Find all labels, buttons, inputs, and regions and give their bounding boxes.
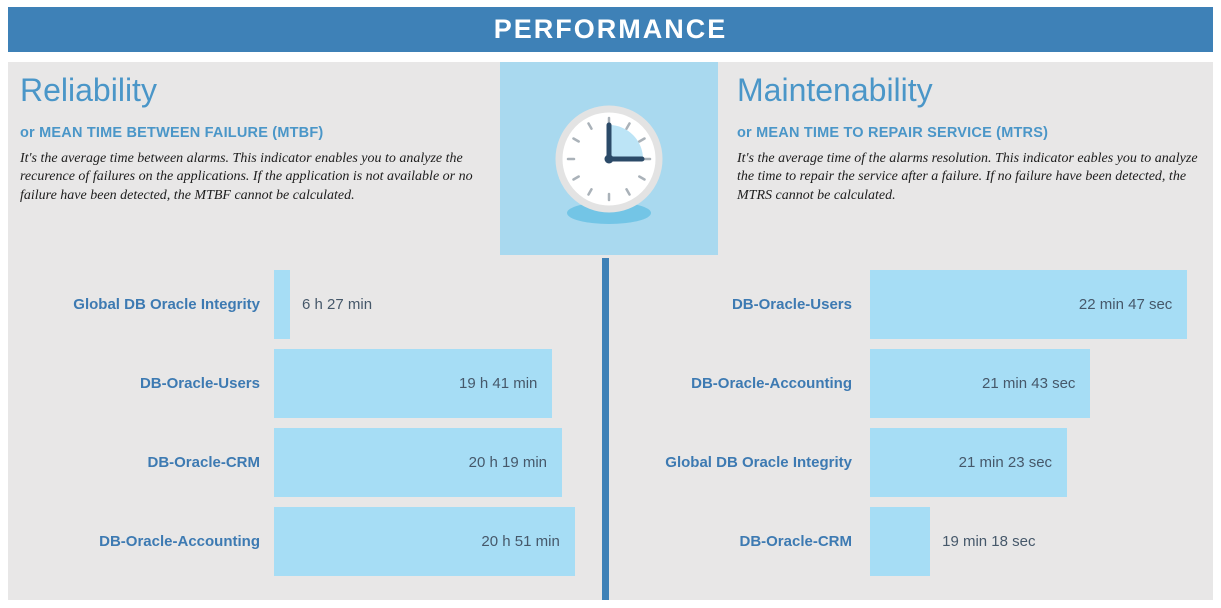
maintenability-section-header: Maintenability or MEAN TIME TO REPAIR SE… <box>737 72 1199 205</box>
banner-title: PERFORMANCE <box>493 14 728 44</box>
value-bar: 19 h 41 min <box>274 349 553 418</box>
bar-value-label: 19 min 18 sec <box>942 533 1036 550</box>
vertical-divider <box>602 258 609 600</box>
bar-area: 21 min 43 sec <box>870 349 1204 418</box>
chart-row: DB-Oracle-CRM 20 h 19 min <box>20 428 594 497</box>
chart-row: DB-Oracle-Accounting 21 min 43 sec <box>620 349 1204 418</box>
bar-value-label: 19 h 41 min <box>459 375 538 392</box>
bar-category-label: DB-Oracle-CRM <box>739 532 852 550</box>
value-bar <box>274 270 290 339</box>
bar-value-label: 21 min 43 sec <box>982 375 1076 392</box>
maintenability-subtitle: or MEAN TIME TO REPAIR SERVICE (MTRS) <box>737 125 1049 141</box>
performance-banner: PERFORMANCE <box>8 7 1213 52</box>
bar-area: 20 h 19 min <box>274 428 594 497</box>
bar-category-label: DB-Oracle-Users <box>139 374 260 392</box>
chart-row: DB-Oracle-Accounting 20 h 51 min <box>20 507 594 576</box>
chart-row: Global DB Oracle Integrity 6 h 27 min <box>20 270 594 339</box>
bar-area: 19 min 18 sec <box>870 507 1204 576</box>
value-bar <box>870 507 931 576</box>
value-bar: 22 min 47 sec <box>870 270 1188 339</box>
bar-category-label: DB-Oracle-Accounting <box>99 532 260 550</box>
bar-area: 19 h 41 min <box>274 349 594 418</box>
reliability-subtitle: or MEAN TIME BETWEEN FAILURE (MTBF) <box>20 125 324 141</box>
mtbf-bar-chart: Global DB Oracle Integrity 6 h 27 min DB-O… <box>20 270 594 586</box>
chart-row: Global DB Oracle Integrity 21 min 23 sec <box>620 428 1204 497</box>
dashboard-panel: Reliability or MEAN TIME BETWEEN FAILURE… <box>8 62 1213 600</box>
bar-category-label: DB-Oracle-Users <box>731 295 852 313</box>
bar-area: 6 h 27 min <box>274 270 594 339</box>
bar-category-label: DB-Oracle-CRM <box>147 453 260 471</box>
maintenability-description: It's the average time of the alarms reso… <box>737 151 1198 203</box>
bar-value-label: 21 min 23 sec <box>958 454 1053 471</box>
bar-value-label: 22 min 47 sec <box>1078 296 1173 313</box>
clock-tile <box>500 62 718 255</box>
bar-value-label: 20 h 19 min <box>468 454 547 471</box>
bar-value-label: 20 h 51 min <box>481 533 560 550</box>
value-bar: 20 h 51 min <box>274 507 575 576</box>
maintenability-title: Maintenability <box>737 72 933 108</box>
bar-area: 20 h 51 min <box>274 507 594 576</box>
bar-value-label: 6 h 27 min <box>302 296 373 313</box>
mtrs-bar-chart: DB-Oracle-Users 22 min 47 sec DB-Oracle-Ac… <box>620 270 1204 586</box>
bar-area: 21 min 23 sec <box>870 428 1204 497</box>
chart-row: DB-Oracle-Users 19 h 41 min <box>20 349 594 418</box>
reliability-section-header: Reliability or MEAN TIME BETWEEN FAILURE… <box>20 72 492 205</box>
reliability-description: It's the average time between alarms. Th… <box>20 151 473 203</box>
bar-category-label: Global DB Oracle Integrity <box>665 453 852 471</box>
chart-row: DB-Oracle-Users 22 min 47 sec <box>620 270 1204 339</box>
clock-icon <box>555 105 663 224</box>
value-bar: 20 h 19 min <box>274 428 562 497</box>
chart-row: DB-Oracle-CRM 19 min 18 sec <box>620 507 1204 576</box>
bar-category-label: Global DB Oracle Integrity <box>73 295 260 313</box>
value-bar: 21 min 23 sec <box>870 428 1068 497</box>
bar-category-label: DB-Oracle-Accounting <box>691 374 852 392</box>
bar-area: 22 min 47 sec <box>870 270 1204 339</box>
reliability-title: Reliability <box>20 72 157 108</box>
value-bar: 21 min 43 sec <box>870 349 1091 418</box>
